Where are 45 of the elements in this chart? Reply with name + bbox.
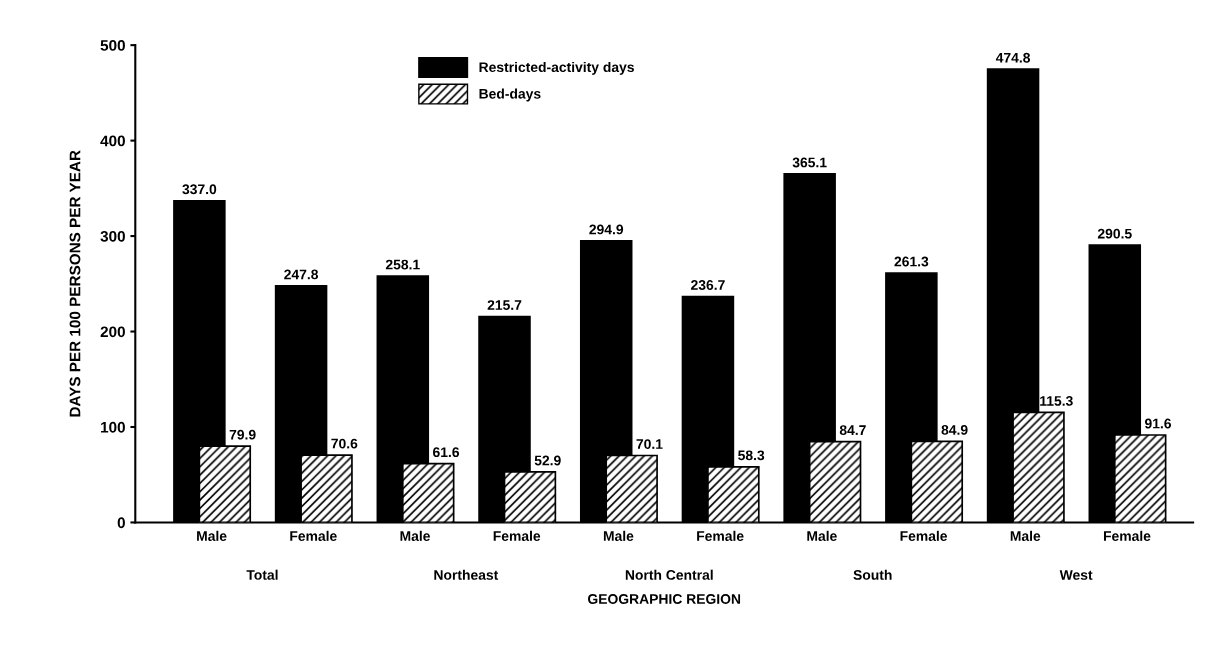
text: Total xyxy=(246,569,278,580)
x-tick-label: Male xyxy=(807,530,837,541)
data-label: 365.1 xyxy=(792,157,827,168)
data-label: 115.3 xyxy=(1040,395,1073,406)
text: South xyxy=(853,569,892,580)
y-tick-label: 100 xyxy=(101,421,125,433)
x-tick-label: Female xyxy=(290,530,337,541)
y-tick-label: 400 xyxy=(100,135,125,147)
x-tick-label: Male xyxy=(603,530,634,541)
data-label: 290.5 xyxy=(1097,228,1132,239)
data-label: 294.9 xyxy=(589,224,624,235)
x-tick-label: Male xyxy=(400,530,430,541)
y-tick-label: 0 xyxy=(117,517,125,529)
x-tick-label: Male xyxy=(1010,530,1041,541)
data-label: 61.6 xyxy=(433,447,460,458)
legend-label: Bed-days xyxy=(479,88,541,102)
data-label: 52.9 xyxy=(534,455,561,466)
data-label: 84.9 xyxy=(941,425,968,435)
data-label: 91.6 xyxy=(1144,418,1172,429)
data-label: 337.0 xyxy=(182,184,217,195)
x-tick-label: Female xyxy=(900,530,948,541)
legend-label: Restricted-activity days xyxy=(479,61,634,75)
x-tick-label: Female xyxy=(493,530,541,541)
x-tick-label: Male xyxy=(197,530,227,541)
y-tick-label: 300 xyxy=(100,230,125,242)
data-label: 261.3 xyxy=(894,256,929,267)
data-label: 215.7 xyxy=(487,300,522,310)
data-label: 70.6 xyxy=(331,438,358,449)
data-label: 70.1 xyxy=(636,439,663,449)
y-tick-label: 200 xyxy=(100,326,125,338)
text: Northeast xyxy=(434,569,499,580)
x-axis-title: GEOGRAPHIC REGION xyxy=(587,594,741,604)
text: West xyxy=(1059,570,1093,580)
data-label: 474.8 xyxy=(995,52,1031,63)
data-label: 236.7 xyxy=(691,280,725,290)
text: North Central xyxy=(625,569,713,580)
y-tick-label: 500 xyxy=(100,40,125,51)
y-axis-title: DAYS PER 100 PERSONS PER YEAR xyxy=(69,150,81,417)
data-label: 258.1 xyxy=(385,259,420,270)
data-label: 84.7 xyxy=(839,425,866,436)
x-tick-label: Female xyxy=(697,530,744,541)
x-tick-label: Female xyxy=(1103,530,1151,541)
data-label: 58.3 xyxy=(738,450,765,461)
data-label: 247.8 xyxy=(284,269,319,280)
data-label: 79.9 xyxy=(229,429,256,440)
